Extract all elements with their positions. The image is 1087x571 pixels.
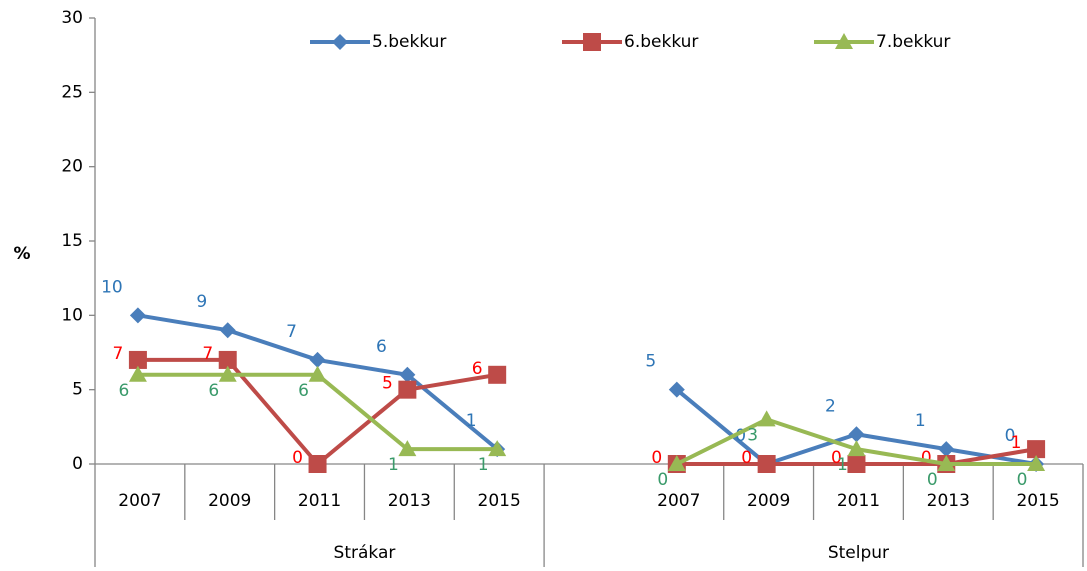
data-label: 0 bbox=[292, 448, 303, 468]
legend-label: 7.bekkur bbox=[876, 32, 950, 52]
marker bbox=[309, 351, 326, 368]
marker bbox=[218, 365, 237, 382]
marker bbox=[847, 455, 866, 473]
marker bbox=[129, 307, 146, 324]
x-tick-label: 2013 bbox=[388, 491, 431, 511]
marker bbox=[848, 426, 865, 443]
data-label: 0 bbox=[657, 470, 668, 490]
data-label: 1 bbox=[478, 455, 489, 475]
marker bbox=[757, 410, 776, 427]
y-tick-label: 10 bbox=[61, 305, 83, 325]
marker bbox=[757, 455, 776, 473]
marker bbox=[835, 33, 853, 49]
data-label: 1 bbox=[837, 455, 848, 475]
data-label: 6 bbox=[118, 381, 129, 401]
legend-label: 5.bekkur bbox=[372, 32, 446, 52]
data-label: 6 bbox=[298, 381, 309, 401]
y-tick-label: 0 bbox=[72, 454, 83, 474]
marker bbox=[128, 365, 147, 382]
y-tick-label: 30 bbox=[61, 8, 83, 28]
data-label: 0 bbox=[831, 448, 842, 468]
data-label: 5 bbox=[645, 352, 656, 372]
x-tick-label: 2009 bbox=[208, 491, 251, 511]
marker bbox=[488, 365, 507, 384]
marker bbox=[937, 455, 956, 471]
marker bbox=[938, 441, 955, 458]
x-tick-label: 2007 bbox=[118, 491, 161, 511]
x-tick-label: 2015 bbox=[1016, 491, 1059, 511]
data-label: 10 bbox=[101, 277, 123, 297]
marker bbox=[583, 33, 601, 51]
data-label: 7 bbox=[286, 322, 297, 342]
x-tick-label: 2011 bbox=[298, 491, 341, 511]
marker bbox=[219, 322, 236, 339]
series-line bbox=[137, 313, 1037, 466]
data-label: 9 bbox=[196, 292, 207, 312]
data-label: 3 bbox=[747, 425, 758, 445]
marker bbox=[667, 455, 686, 471]
marker bbox=[1027, 440, 1046, 459]
data-label: 5 bbox=[382, 374, 393, 394]
marker bbox=[398, 380, 417, 399]
data-label: 6 bbox=[208, 381, 219, 401]
x-tick-label: 2009 bbox=[747, 491, 790, 511]
marker bbox=[399, 366, 416, 383]
marker bbox=[668, 381, 685, 398]
y-tick-label: 15 bbox=[61, 231, 83, 251]
marker bbox=[847, 440, 866, 457]
data-label: 0 bbox=[927, 470, 938, 490]
data-label: 7 bbox=[202, 344, 213, 364]
data-label: 7 bbox=[112, 344, 123, 364]
x-tick-label: 2011 bbox=[837, 491, 880, 511]
marker bbox=[308, 455, 327, 473]
legend-label: 6.bekkur bbox=[624, 32, 698, 52]
data-label: 1 bbox=[388, 455, 399, 475]
marker bbox=[308, 365, 327, 382]
x-tick-label: 2015 bbox=[478, 491, 521, 511]
data-label: 0 bbox=[921, 448, 932, 468]
group-label: Stelpur bbox=[828, 543, 889, 563]
y-axis-label: % bbox=[13, 244, 30, 264]
marker bbox=[332, 34, 348, 50]
data-label: 6 bbox=[472, 359, 483, 379]
marker bbox=[398, 440, 417, 457]
data-label: 0 bbox=[651, 448, 662, 468]
data-label: 6 bbox=[376, 337, 387, 357]
data-label: 0 bbox=[1005, 426, 1016, 446]
y-tick-label: 25 bbox=[61, 82, 83, 102]
marker bbox=[1027, 455, 1046, 471]
data-label: 2 bbox=[825, 396, 836, 416]
data-label: 0 bbox=[741, 448, 752, 468]
data-label: 0 bbox=[1017, 470, 1028, 490]
x-tick-label: 2007 bbox=[657, 491, 700, 511]
marker bbox=[218, 350, 237, 369]
data-label: 1 bbox=[466, 411, 477, 431]
series-line bbox=[137, 372, 1037, 466]
marker bbox=[488, 440, 507, 457]
y-tick-label: 5 bbox=[72, 380, 83, 400]
data-label: 1 bbox=[1011, 433, 1022, 453]
marker bbox=[128, 350, 147, 369]
y-tick-label: 20 bbox=[61, 157, 83, 177]
data-label: 1 bbox=[915, 411, 926, 431]
x-tick-label: 2013 bbox=[927, 491, 970, 511]
data-label: 0 bbox=[735, 426, 746, 446]
group-label: Strákar bbox=[334, 543, 396, 563]
